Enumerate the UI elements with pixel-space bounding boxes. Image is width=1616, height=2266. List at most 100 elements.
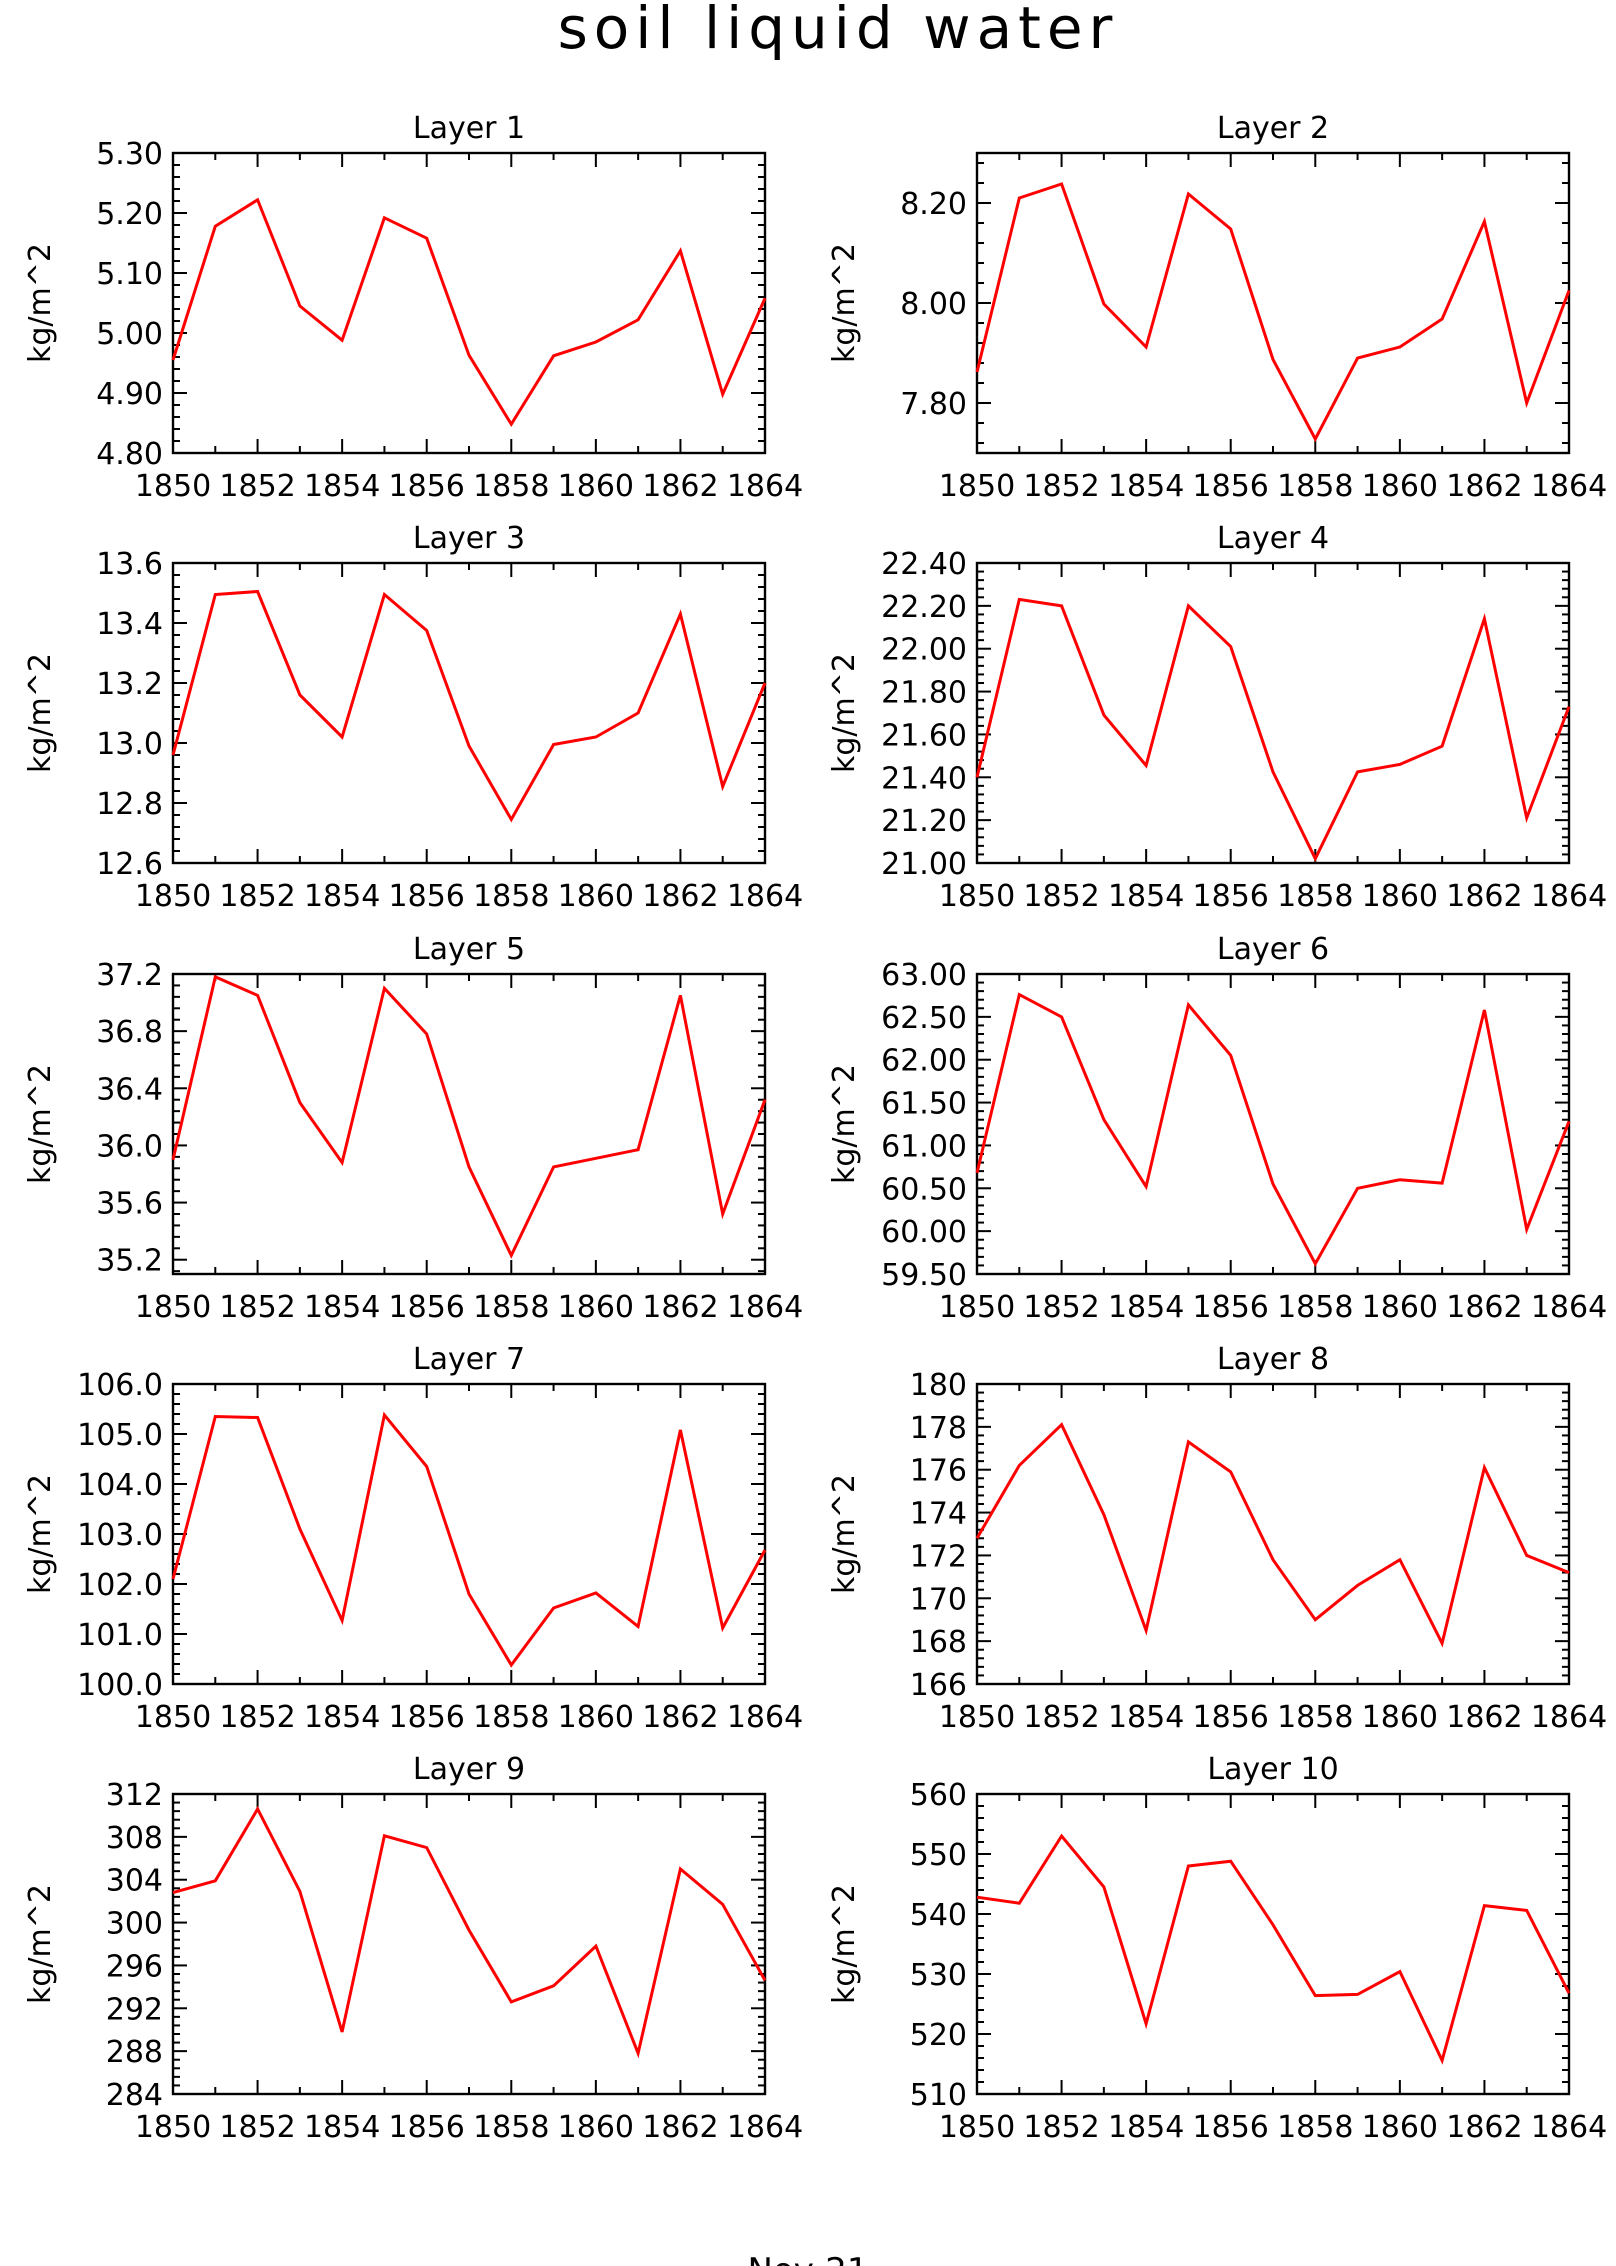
x-tick-label: 1862 xyxy=(1446,2110,1522,2145)
x-tick-label: 1858 xyxy=(473,469,549,504)
x-tick-label: 1864 xyxy=(727,879,803,914)
y-axis-label: kg/m^2 xyxy=(23,243,58,363)
y-tick-label: 174 xyxy=(910,1497,967,1532)
x-tick-label: 1854 xyxy=(1108,2110,1184,2145)
series-line xyxy=(976,1833,1571,2065)
x-tick-label: 1864 xyxy=(1531,2110,1607,2145)
y-tick-label: 5.20 xyxy=(96,197,163,232)
x-tick-label: 1856 xyxy=(1193,2110,1269,2145)
y-tick-label: 12.8 xyxy=(96,787,163,822)
panel-title: Layer 6 xyxy=(1217,932,1329,967)
y-tick-label: 520 xyxy=(910,2018,967,2053)
y-tick-label: 13.6 xyxy=(96,547,163,582)
x-tick-label: 1862 xyxy=(1446,469,1522,504)
x-tick-label: 1856 xyxy=(389,879,465,914)
x-tick-label: 1864 xyxy=(1531,1290,1607,1325)
x-tick-label: 1862 xyxy=(1446,1700,1522,1735)
plot-frame xyxy=(171,561,767,865)
y-tick-label: 288 xyxy=(106,2035,163,2070)
y-tick-label: 21.60 xyxy=(881,718,967,753)
y-tick-label: 62.50 xyxy=(881,1001,967,1036)
x-tick-label: 1862 xyxy=(642,469,718,504)
panel-title: Layer 1 xyxy=(413,111,525,146)
y-tick-label: 172 xyxy=(910,1539,967,1574)
x-tick-label: 1852 xyxy=(1023,1290,1099,1325)
panel-title: Layer 10 xyxy=(1207,1752,1338,1787)
y-tick-label: 540 xyxy=(910,1898,967,1933)
y-tick-label: 168 xyxy=(910,1625,967,1660)
x-tick-label: 1852 xyxy=(1023,2110,1099,2145)
y-tick-label: 104.0 xyxy=(77,1468,163,1503)
y-axis-label: kg/m^2 xyxy=(827,1884,862,2004)
y-tick-label: 510 xyxy=(910,2078,967,2113)
y-axis-label: kg/m^2 xyxy=(827,1474,862,1594)
x-tick-label: 1856 xyxy=(1193,1700,1269,1735)
panel-title: Layer 4 xyxy=(1217,521,1329,556)
x-tick-label: 1862 xyxy=(1446,879,1522,914)
x-tick-label: 1860 xyxy=(1362,1290,1438,1325)
y-tick-label: 106.0 xyxy=(77,1368,163,1403)
series-line xyxy=(171,589,767,823)
series-line xyxy=(975,992,1571,1267)
y-axis-label: kg/m^2 xyxy=(827,653,862,773)
x-tick-label: 1860 xyxy=(1362,879,1438,914)
y-tick-label: 105.0 xyxy=(77,1418,163,1453)
y-tick-label: 13.0 xyxy=(96,727,163,762)
y-tick-label: 62.00 xyxy=(881,1044,967,1079)
plot-frame xyxy=(975,972,1571,1276)
x-tick-label: 1852 xyxy=(219,1700,295,1735)
y-tick-label: 166 xyxy=(910,1668,967,1703)
x-tick-label: 1852 xyxy=(219,1290,295,1325)
x-tick-label: 1852 xyxy=(1023,1700,1099,1735)
x-tick-label: 1858 xyxy=(473,1700,549,1735)
x-tick-label: 1854 xyxy=(1108,469,1184,504)
y-tick-label: 4.80 xyxy=(96,437,163,472)
x-tick-label: 1850 xyxy=(939,2110,1015,2145)
x-tick-label: 1854 xyxy=(304,469,380,504)
panel-title: Layer 9 xyxy=(413,1752,525,1787)
x-tick-label: 1860 xyxy=(558,2110,634,2145)
y-axis-label: kg/m^2 xyxy=(23,1474,58,1594)
y-tick-label: 7.80 xyxy=(900,387,967,422)
y-tick-label: 5.00 xyxy=(96,317,163,352)
y-tick-label: 5.10 xyxy=(96,257,163,292)
y-tick-label: 37.2 xyxy=(96,958,163,993)
x-tick-label: 1854 xyxy=(304,2110,380,2145)
panel-title: Layer 7 xyxy=(413,1342,525,1377)
x-tick-label: 1856 xyxy=(389,469,465,504)
x-tick-label: 1860 xyxy=(558,879,634,914)
y-tick-label: 59.50 xyxy=(881,1258,967,1293)
y-tick-label: 170 xyxy=(910,1582,967,1617)
y-tick-label: 530 xyxy=(910,1958,967,1993)
x-tick-label: 1854 xyxy=(304,1290,380,1325)
series-line xyxy=(975,597,1571,863)
y-tick-label: 8.20 xyxy=(900,187,967,222)
x-tick-label: 1858 xyxy=(473,879,549,914)
x-tick-label: 1860 xyxy=(1362,2110,1438,2145)
x-tick-label: 1862 xyxy=(1446,1290,1522,1325)
y-tick-label: 36.4 xyxy=(96,1072,163,1107)
series-line xyxy=(171,197,767,428)
x-tick-label: 1856 xyxy=(389,1700,465,1735)
x-tick-label: 1858 xyxy=(473,1290,549,1325)
x-tick-label: 1860 xyxy=(1362,1700,1438,1735)
series-line xyxy=(171,1411,767,1668)
y-tick-label: 60.00 xyxy=(881,1215,967,1250)
x-tick-label: 1852 xyxy=(219,2110,295,2145)
y-tick-label: 61.00 xyxy=(881,1129,967,1164)
y-tick-label: 292 xyxy=(106,1992,163,2027)
y-tick-label: 176 xyxy=(910,1454,967,1489)
y-tick-label: 304 xyxy=(106,1864,163,1899)
panel-title: Layer 5 xyxy=(413,932,525,967)
y-tick-label: 36.8 xyxy=(96,1015,163,1050)
y-tick-label: 63.00 xyxy=(881,958,967,993)
y-tick-label: 22.00 xyxy=(881,633,967,668)
plot-frame xyxy=(171,1792,767,2096)
y-axis-label: kg/m^2 xyxy=(827,243,862,363)
x-tick-label: 1854 xyxy=(304,879,380,914)
